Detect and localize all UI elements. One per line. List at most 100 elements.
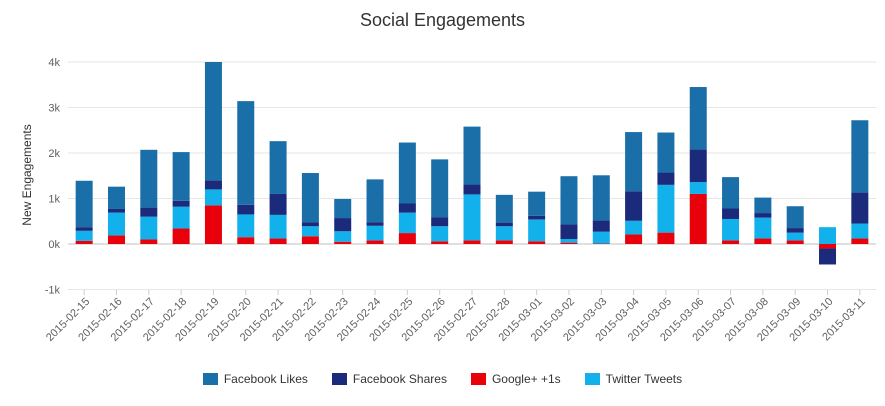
- bar-segment: [237, 101, 255, 205]
- bar-segment: [625, 191, 643, 221]
- y-tick-label: -1k: [45, 285, 61, 297]
- bar-segment: [463, 194, 481, 241]
- bar-segment: [786, 240, 804, 244]
- bar-segment: [689, 87, 707, 150]
- bar-segment: [754, 238, 772, 244]
- bar-segment: [334, 218, 352, 232]
- bar-segment: [528, 191, 546, 216]
- bar-segment: [237, 204, 255, 215]
- bar-segment: [657, 172, 675, 185]
- bar-segment: [204, 189, 222, 206]
- legend-item[interactable]: Twitter Tweets: [584, 372, 683, 386]
- bar-segment: [851, 223, 869, 239]
- bar-segment: [140, 239, 158, 244]
- y-tick-label: 0k: [48, 239, 60, 251]
- bar-segment: [657, 132, 675, 173]
- bar-segment: [851, 238, 869, 244]
- bar-segment: [107, 235, 125, 244]
- bar-segment: [657, 232, 675, 244]
- bar-segment: [172, 228, 190, 244]
- y-tick-label: 3k: [48, 103, 60, 115]
- bar-segment: [786, 232, 804, 241]
- bar-segment: [107, 212, 125, 236]
- legend-item[interactable]: Google+ +1s: [470, 372, 561, 386]
- bar-segment: [722, 218, 740, 241]
- bar-segment: [592, 220, 610, 232]
- bar-segment: [851, 120, 869, 193]
- bar-segment: [75, 240, 93, 244]
- bar-segment: [528, 215, 546, 220]
- bar-segment: [754, 213, 772, 218]
- x-axis: 2015-02-152015-02-162015-02-172015-02-18…: [44, 290, 868, 344]
- bar-segment: [722, 177, 740, 209]
- bar-segment: [819, 227, 837, 244]
- bar-segment: [398, 233, 416, 244]
- bar-segment: [431, 159, 449, 218]
- legend-label: Twitter Tweets: [605, 372, 683, 386]
- bar-segment: [334, 198, 352, 219]
- bar-segment: [689, 182, 707, 194]
- legend-label: Facebook Shares: [352, 372, 447, 386]
- bar-segment: [269, 238, 287, 244]
- legend: Facebook Likes Facebook Shares Google+ +1s…: [0, 370, 885, 388]
- bar-segment: [204, 62, 222, 181]
- bar-segment: [107, 186, 125, 209]
- bar-segment: [334, 231, 352, 242]
- bar-segment: [754, 197, 772, 214]
- bar-segment: [625, 234, 643, 244]
- bar-segment: [431, 226, 449, 242]
- bars: [75, 62, 869, 265]
- bar-segment: [495, 226, 513, 241]
- bar-segment: [366, 225, 384, 241]
- chart-title: Social Engagements: [359, 10, 526, 30]
- legend-item[interactable]: Facebook Likes: [202, 372, 308, 386]
- y-tick-label: 4k: [48, 57, 60, 69]
- legend-label: Google+ +1s: [491, 372, 561, 386]
- bar-segment: [689, 149, 707, 183]
- bar-segment: [334, 241, 352, 244]
- bar-segment: [592, 231, 610, 244]
- bar-segment: [722, 208, 740, 219]
- bar-segment: [431, 241, 449, 244]
- bar-segment: [140, 149, 158, 208]
- bar-segment: [301, 226, 319, 237]
- bar-segment: [301, 173, 319, 223]
- bar-segment: [172, 200, 190, 207]
- bar-segment: [528, 219, 546, 242]
- bar-segment: [301, 236, 319, 244]
- bar-segment: [819, 248, 837, 265]
- y-axis: -1k 0k 1k 2k 3k 4k: [45, 57, 61, 297]
- legend-swatch: [470, 373, 486, 385]
- legend-swatch: [331, 373, 347, 385]
- bar-segment: [560, 224, 578, 239]
- bar-segment: [463, 184, 481, 195]
- legend-label: Facebook Likes: [223, 372, 308, 386]
- bar-segment: [269, 214, 287, 239]
- bar-segment: [107, 208, 125, 213]
- bar-segment: [689, 193, 707, 244]
- bar-segment: [366, 222, 384, 226]
- bar-segment: [204, 180, 222, 190]
- bar-segment: [625, 132, 643, 192]
- legend-swatch: [202, 373, 218, 385]
- bar-segment: [625, 220, 643, 235]
- bar-segment: [75, 230, 93, 241]
- bar-segment: [431, 217, 449, 227]
- legend-item[interactable]: Facebook Shares: [331, 372, 447, 386]
- y-tick-label: 2k: [48, 148, 60, 160]
- bar-segment: [495, 240, 513, 244]
- bar-segment: [786, 206, 804, 229]
- bar-segment: [75, 180, 93, 228]
- bar-segment: [754, 217, 772, 239]
- bar-segment: [560, 176, 578, 225]
- bar-segment: [301, 222, 319, 227]
- bar-segment: [398, 203, 416, 213]
- y-axis-title: New Engagements: [20, 124, 34, 225]
- bar-segment: [495, 194, 513, 223]
- bar-segment: [495, 222, 513, 227]
- bar-segment: [75, 227, 93, 231]
- bar-segment: [528, 241, 546, 244]
- bar-segment: [592, 175, 610, 221]
- bar-segment: [722, 240, 740, 244]
